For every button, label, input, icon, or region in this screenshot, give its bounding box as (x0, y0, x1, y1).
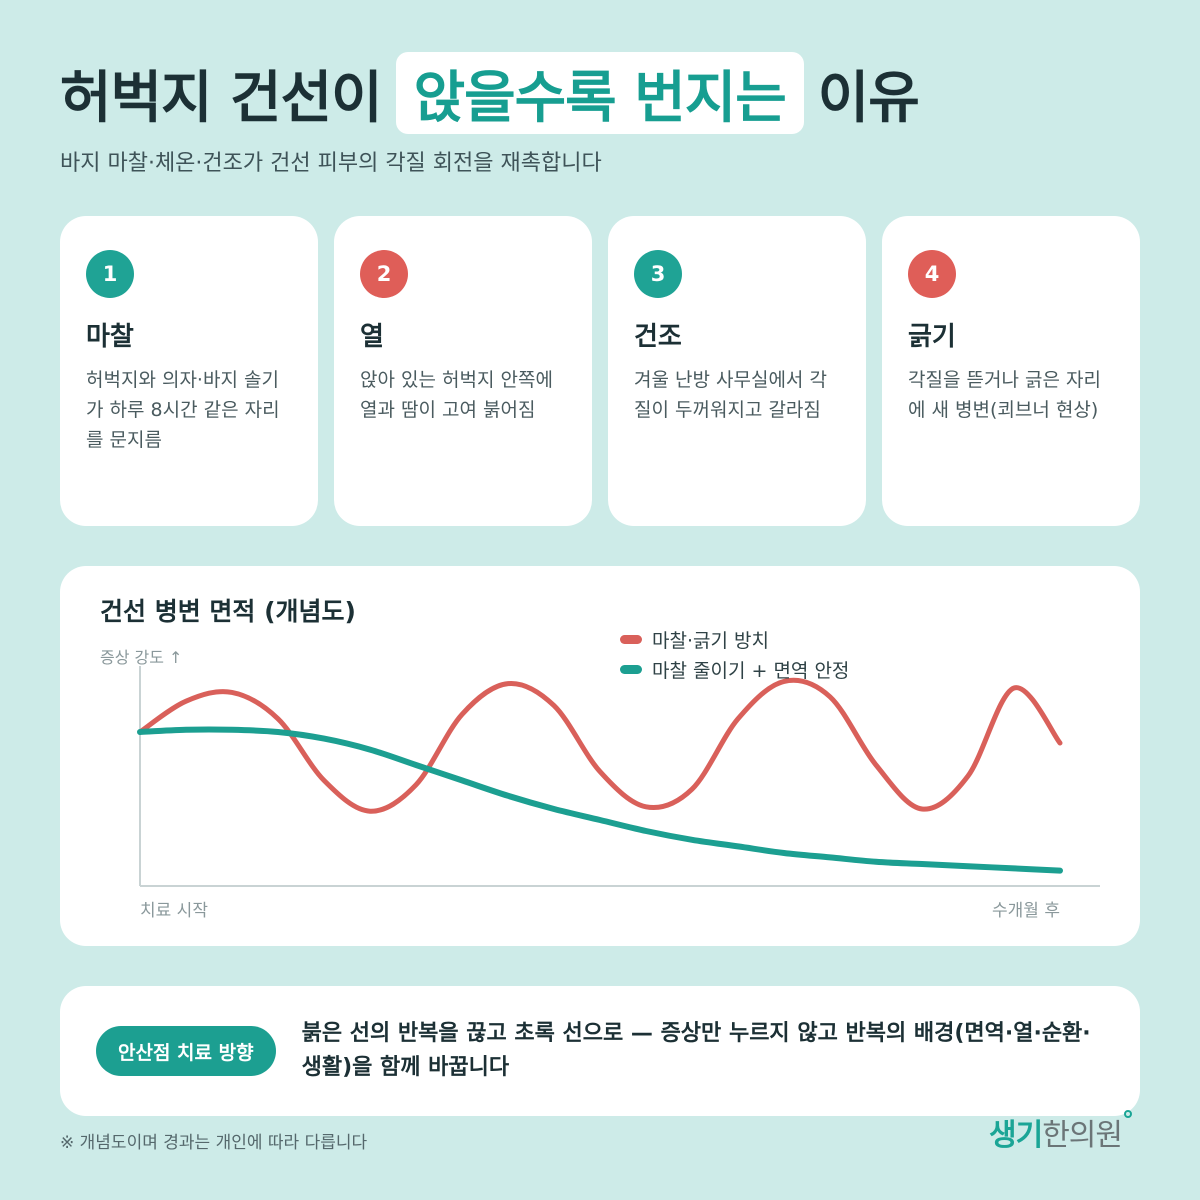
treatment-direction-card: 안산점 치료 방향 붉은 선의 반복을 끊고 초록 선으로 — 증상만 누르지 … (60, 986, 1140, 1116)
series-line-treated (137, 726, 1063, 874)
line-chart (137, 666, 1100, 887)
subtitle: 바지 마찰·체온·건조가 건선 피부의 각질 회전을 재촉합니다 (60, 151, 602, 176)
title-pre: 허벅지 건선이 (60, 65, 383, 131)
footnote: ※ 개념도이며 경과는 개인에 따라 다릅니다 (60, 1133, 368, 1153)
card-number-badge: 3 (634, 250, 682, 298)
card-description: 각질을 뜯거나 긁은 자리에 새 병변(쾨브너 현상) (908, 369, 1101, 421)
card-number-badge: 2 (360, 250, 408, 298)
treatment-badge: 안산점 치료 방향 (96, 1026, 276, 1076)
y-axis-label: 증상 강도 ↑ (100, 648, 183, 667)
card-description: 앉아 있는 허벅지 안쪽에 열과 땀이 고여 붉어짐 (360, 369, 553, 421)
x-axis-start-label: 치료 시작 (140, 901, 208, 921)
logo-dot-icon (1124, 1110, 1132, 1118)
title-highlight: 앉을수록 번지는 (395, 52, 804, 134)
logo-part-2: 한의원 (1042, 1118, 1123, 1153)
legend-label: 마찰·긁기 방치 (652, 629, 769, 652)
card-title: 열 (360, 322, 384, 352)
card-number-badge: 4 (908, 250, 956, 298)
chart-card: 건선 병변 면적 (개념도) 증상 강도 ↑ 마찰·긁기 방치 마찰 줄이기 +… (60, 566, 1140, 946)
legend-swatch (620, 664, 642, 674)
cause-card-dryness: 3 건조 겨울 난방 사무실에서 각질이 두꺼워지고 갈라짐 (608, 216, 866, 526)
x-axis-end-label: 수개월 후 (992, 901, 1060, 921)
legend-swatch (620, 634, 642, 644)
treatment-text: 붉은 선의 반복을 끊고 초록 선으로 — 증상만 누르지 않고 반복의 배경(… (301, 1021, 1091, 1080)
title-post: 이유 (817, 65, 920, 131)
cause-card-scratching: 4 긁기 각질을 뜯거나 긁은 자리에 새 병변(쾨브너 현상) (882, 216, 1140, 526)
cause-card-friction: 1 마찰 허벅지와 의자·바지 솔기가 하루 8시간 같은 자리를 문지름 (60, 216, 318, 526)
legend-entry-untreated: 마찰·긁기 방치 (620, 624, 849, 654)
chart-legend: 마찰·긁기 방치 마찰 줄이기 + 면역 안정 (620, 624, 849, 684)
card-title: 긁기 (908, 322, 956, 352)
card-title: 마찰 (86, 322, 134, 352)
clinic-logo: 생기한의원 (988, 1110, 1132, 1154)
card-description: 겨울 난방 사무실에서 각질이 두꺼워지고 갈라짐 (634, 369, 827, 421)
legend-entry-treated: 마찰 줄이기 + 면역 안정 (620, 654, 849, 684)
chart-title: 건선 병변 면적 (개념도) (100, 597, 356, 626)
card-description: 허벅지와 의자·바지 솔기가 하루 8시간 같은 자리를 문지름 (86, 369, 280, 451)
legend-label: 마찰 줄이기 + 면역 안정 (652, 659, 850, 682)
logo-part-1: 생기 (988, 1118, 1043, 1153)
page-title: 허벅지 건선이 앉을수록 번지는 이유 (60, 52, 920, 134)
card-title: 건조 (634, 322, 682, 352)
series-line-untreated (137, 677, 1063, 814)
card-number-badge: 1 (86, 250, 134, 298)
cause-cards: 1 마찰 허벅지와 의자·바지 솔기가 하루 8시간 같은 자리를 문지름 2 … (60, 216, 1140, 526)
cause-card-heat: 2 열 앉아 있는 허벅지 안쪽에 열과 땀이 고여 붉어짐 (334, 216, 592, 526)
